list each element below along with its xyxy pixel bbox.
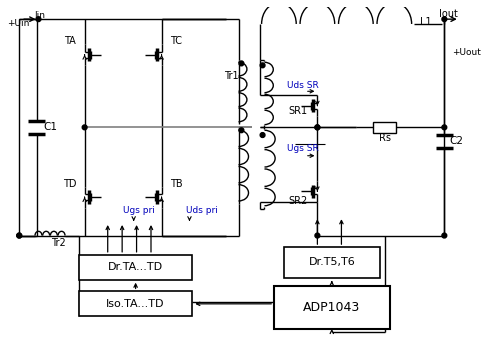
Bar — [79, 255, 192, 280]
Text: SR2: SR2 — [289, 196, 308, 206]
Bar — [373, 121, 396, 133]
Text: SR1: SR1 — [289, 105, 308, 116]
Text: TC: TC — [170, 36, 182, 46]
Text: TA: TA — [64, 36, 76, 46]
Text: C2: C2 — [449, 136, 463, 146]
Text: Dr.TA...TD: Dr.TA...TD — [108, 262, 163, 272]
Text: Uds pri: Uds pri — [186, 206, 217, 215]
Text: Ugs SR: Ugs SR — [287, 144, 319, 153]
Circle shape — [315, 125, 320, 130]
Text: C1: C1 — [43, 122, 57, 132]
Text: ADP1043: ADP1043 — [303, 301, 361, 314]
Circle shape — [82, 125, 87, 130]
Text: Ugs pri: Ugs pri — [123, 206, 155, 215]
Text: Uds SR: Uds SR — [287, 81, 319, 90]
Text: +Uin: +Uin — [7, 18, 29, 27]
Circle shape — [239, 61, 244, 66]
Text: Iout: Iout — [439, 9, 457, 19]
Circle shape — [442, 17, 447, 22]
Bar — [274, 286, 389, 329]
Text: Tr1: Tr1 — [224, 71, 239, 81]
Text: +Uout: +Uout — [452, 48, 481, 57]
Text: TB: TB — [170, 179, 182, 189]
Text: Rs: Rs — [379, 133, 391, 143]
Circle shape — [260, 133, 265, 137]
Bar — [284, 247, 380, 278]
Circle shape — [36, 17, 41, 22]
Circle shape — [442, 233, 447, 238]
Circle shape — [442, 125, 447, 130]
Text: L1: L1 — [420, 17, 432, 27]
Circle shape — [239, 128, 244, 133]
Text: Tr2: Tr2 — [51, 238, 66, 248]
Text: TD: TD — [64, 179, 77, 189]
Circle shape — [17, 233, 22, 238]
Circle shape — [315, 125, 320, 130]
Bar — [79, 291, 192, 316]
Circle shape — [17, 233, 22, 238]
Text: Dr.T5,T6: Dr.T5,T6 — [308, 258, 355, 268]
Circle shape — [260, 63, 265, 68]
Circle shape — [315, 233, 320, 238]
Text: Iso.TA...TD: Iso.TA...TD — [107, 299, 165, 309]
Text: Iin: Iin — [34, 11, 45, 20]
